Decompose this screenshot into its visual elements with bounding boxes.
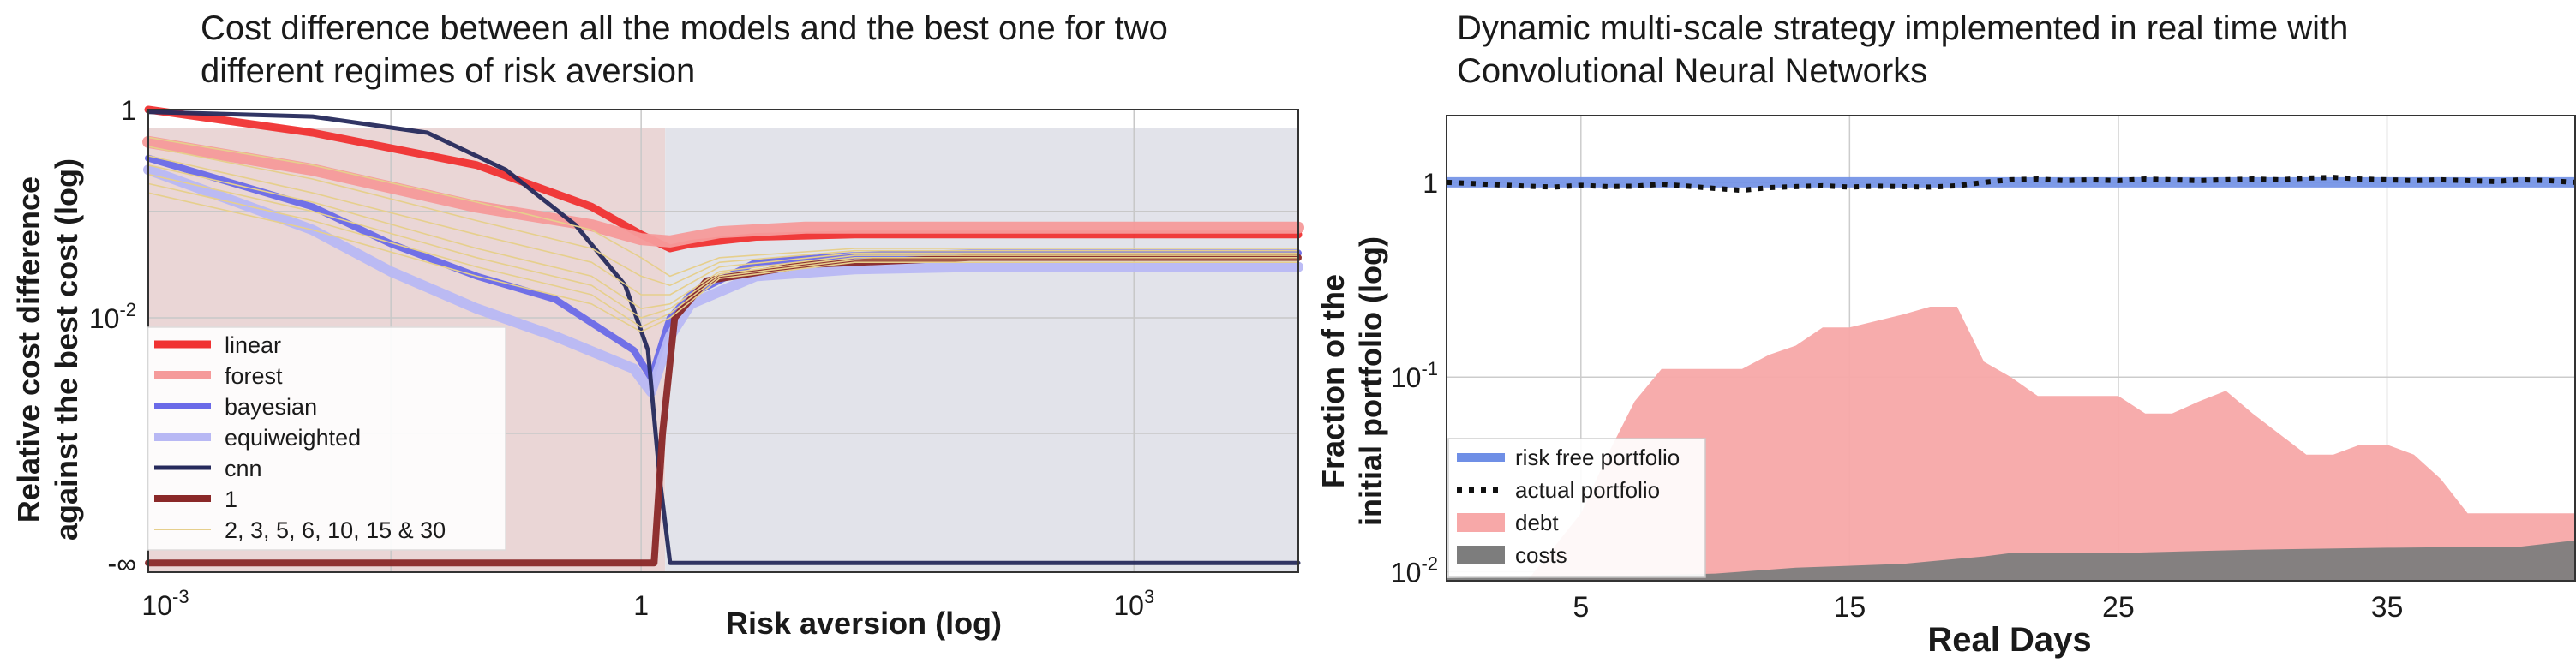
rx-tick-label-1: 5 <box>1573 591 1589 624</box>
right-plot-frame <box>1446 115 2576 582</box>
left-legend: linear forest bayesian equiweighted cnn 1 2, 3… <box>147 326 506 551</box>
legend-label-actual-portfolio: actual portfolio <box>1515 477 1660 503</box>
x-tick-label-3: 103 <box>1113 586 1154 621</box>
legend-label-cnn: cnn <box>225 456 262 481</box>
legend-label-1: 1 <box>225 487 237 512</box>
series-line-2-3-5-6-10-15-30-2 <box>147 146 1299 286</box>
x-tick-label-1: 10-3 <box>141 586 189 621</box>
legend-label-costs: costs <box>1515 542 1567 568</box>
left-title-line-1: Cost difference between all the models a… <box>201 9 1168 47</box>
series-line-2-3-5-6-10-15-30-3 <box>147 155 1299 296</box>
right-title-line-2: Convolutional Neural Networks <box>1457 52 1928 90</box>
y-tick-label-3: -∞ <box>108 548 136 579</box>
rx-tick-label-4: 35 <box>2371 591 2404 624</box>
right-legend: risk free portfolio actual portfolio debt c… <box>1447 438 1706 578</box>
legend-label-equiweighted: equiweighted <box>225 425 361 451</box>
right-chart-title: Dynamic multi-scale strategy implemented… <box>1457 7 2528 93</box>
series-line-cnn <box>146 110 1301 565</box>
ry-tick-label-3: 10-2 <box>1391 553 1438 588</box>
legend-label-risk-free-portfolio: risk free portfolio <box>1515 445 1680 470</box>
right-title-line-1: Dynamic multi-scale strategy implemented… <box>1457 9 2349 47</box>
area-debt <box>1527 307 2575 581</box>
legend-swatch-debt <box>1457 513 1505 532</box>
series-line-actual-portfolio <box>1446 175 2576 194</box>
right-x-axis-label: Real Days <box>1927 621 2091 659</box>
legend-swatch-costs <box>1457 546 1505 564</box>
legend-label-bayesian: bayesian <box>225 394 317 420</box>
regime-band-2 <box>665 128 1298 572</box>
x-axis-label: Risk aversion (log) <box>726 606 1002 641</box>
y-tick-label-1: 1 <box>121 95 136 126</box>
rx-tick-label-2: 15 <box>1833 591 1866 624</box>
legend-label-debt: debt <box>1515 510 1559 535</box>
y-tick-label-2: 10-2 <box>89 299 136 334</box>
right-y-axis-label: Fraction of theinitial portfolio (log) <box>1315 236 1388 526</box>
left-title-line-2: different regimes of risk aversion <box>201 52 696 90</box>
series-line-forest <box>142 135 1304 248</box>
legend-label-forest: forest <box>225 363 283 389</box>
y-axis-label: Relative cost differenceagainst the best… <box>11 158 84 541</box>
series-line-2-3-5-6-10-15-30-1 <box>147 136 1299 278</box>
area-costs <box>1447 540 2575 581</box>
rx-tick-label-3: 25 <box>2102 591 2135 624</box>
ry-tick-label-2: 10-1 <box>1391 358 1438 393</box>
series-line-2-3-5-6-10-15-30-6 <box>147 182 1299 328</box>
x-tick-label-2: 1 <box>633 590 649 621</box>
series-line-2-3-5-6-10-15-30-5 <box>147 173 1299 319</box>
right-chart: 5 15 25 35 1 10-1 10-2 Real Days Fraction of the… <box>1315 115 2576 659</box>
left-chart-title: Cost difference between all the models a… <box>201 7 1349 93</box>
left-chart: 10-3 1 103 1 10-2 -∞ Risk aversion (log) Relati… <box>11 95 1304 641</box>
series-line-linear <box>144 105 1303 253</box>
series-line-1 <box>145 254 1302 567</box>
ry-tick-label-1: 1 <box>1423 168 1438 199</box>
series-line-2-3-5-6-10-15-30-4 <box>147 164 1299 309</box>
series-line-2-3-5-6-10-15-30-7 <box>147 192 1299 332</box>
legend-label-linear: linear <box>225 332 281 358</box>
legend-label-2-3-5-6-10-15-30: 2, 3, 5, 6, 10, 15 & 30 <box>225 517 446 543</box>
